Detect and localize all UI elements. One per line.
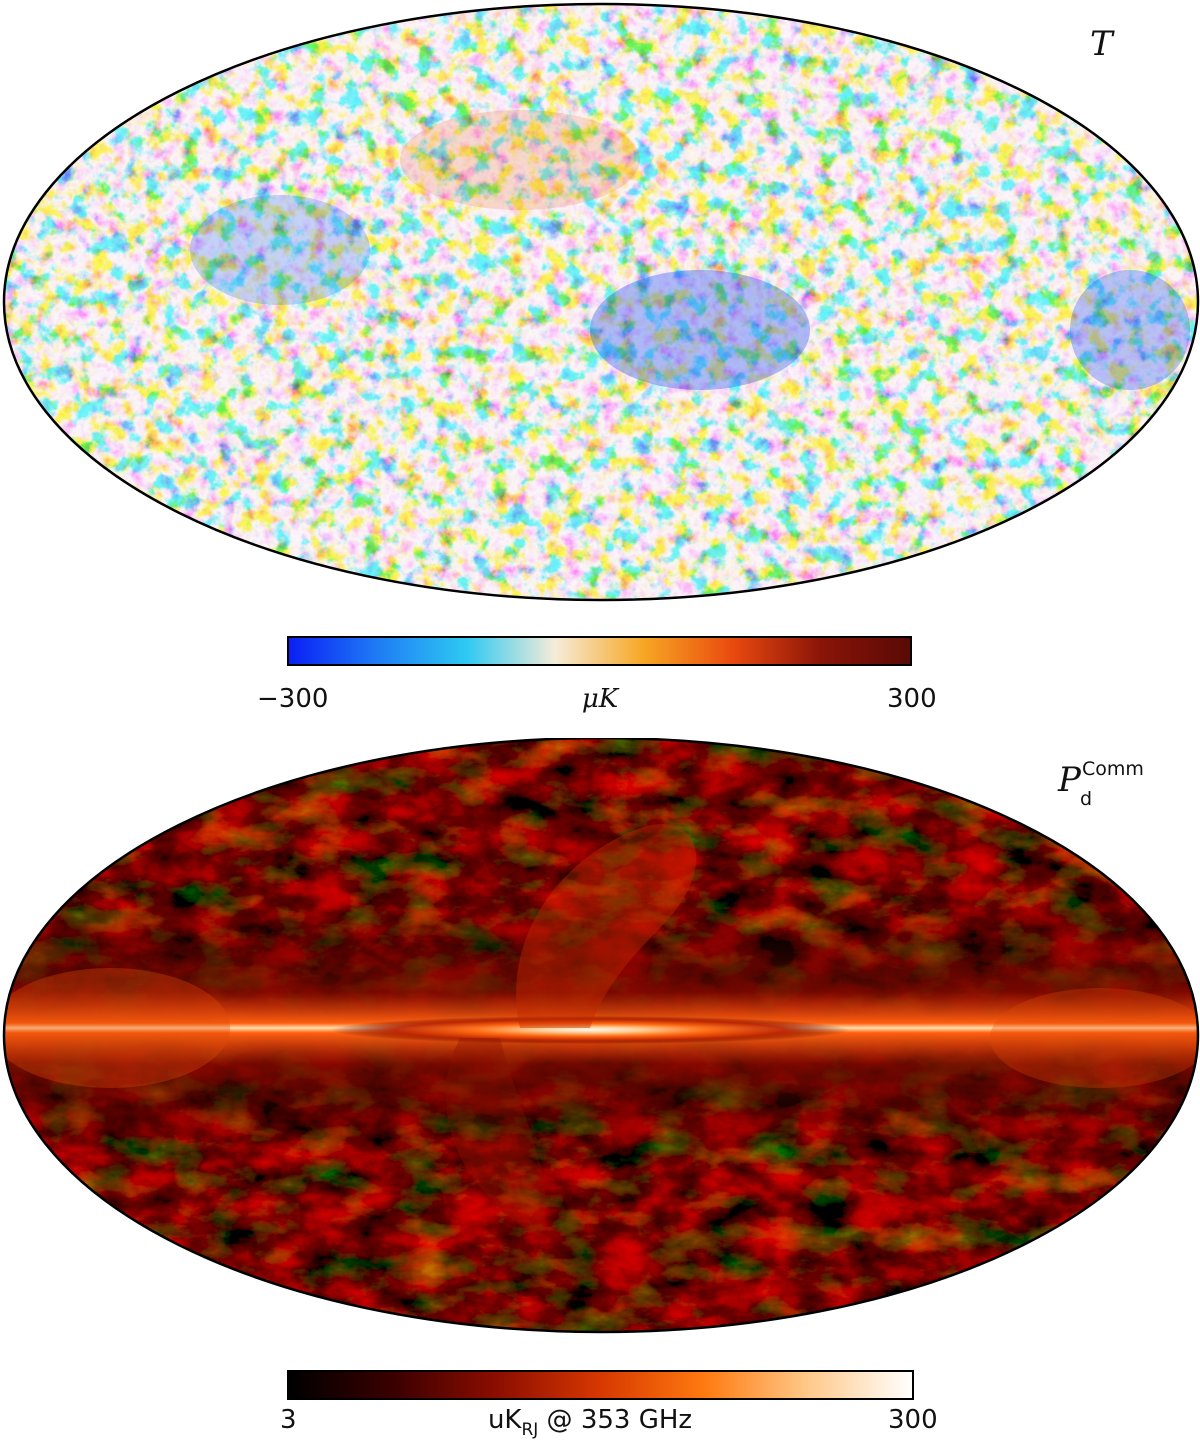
dust-polarization-map-panel: P Comm d 3 uKRJ @ 353 GHz 300 [0,738,1200,1442]
temperature-colorbar [287,636,912,666]
north-polar-spur [516,824,697,1028]
colorbar-unit-label: μK [582,684,618,714]
colorbar-min-label: 3 [280,1405,297,1435]
colorbar-unit-main: uK [487,1405,522,1435]
southern-filament [445,1038,546,1238]
map-boundary [2,2,1200,602]
map-title-superscript: Comm [1082,758,1144,780]
map-title-subscript: d [1080,788,1093,810]
map-title: P Comm d [1058,758,1144,810]
colorbar-max-label: 300 [887,684,937,714]
colorbar-min-label: −300 [257,684,329,714]
temperature-sky-map [2,2,1200,602]
map-title: T [1090,24,1113,64]
colorbar-unit-label: uKRJ @ 353 GHz [487,1405,693,1440]
galactic-center-glow [330,1016,850,1044]
colorbar-max-label: 300 [888,1405,938,1435]
colorbar-unit-sub: RJ [521,1420,539,1440]
dust-colorbar [287,1370,914,1400]
temperature-fluctuation-field [4,4,1198,600]
colorbar-unit-text: μK [581,684,619,714]
colorbar-unit-tail: @ 353 GHz [538,1405,693,1435]
map-boundary [2,738,1200,1334]
dust-sky-map [2,738,1200,1334]
temperature-map-panel: T −300 μK 300 [0,0,1200,720]
